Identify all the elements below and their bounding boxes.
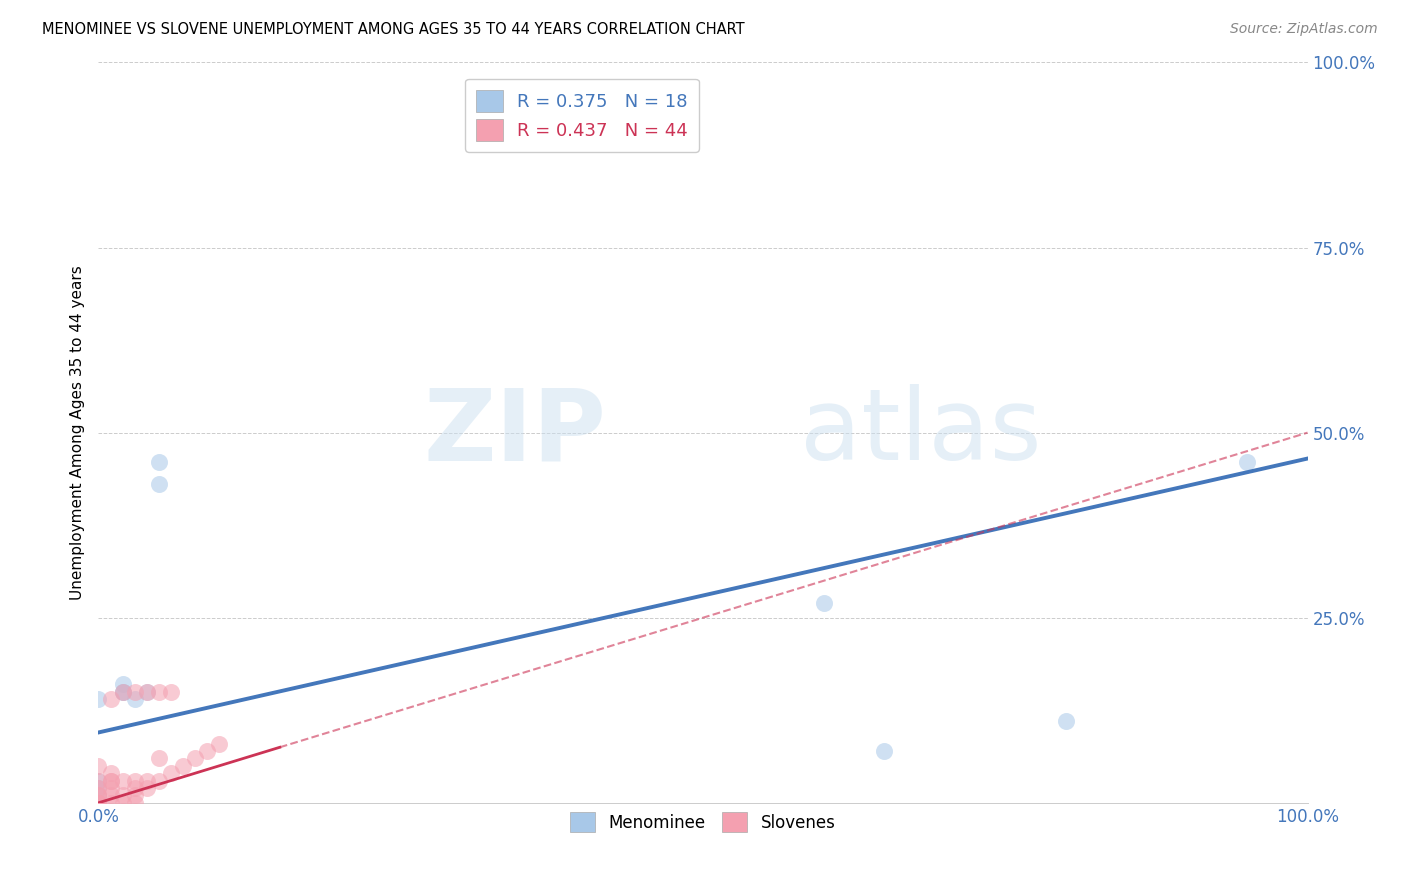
Point — [208, 737, 231, 751]
Point — [100, 692, 122, 706]
Point — [87, 796, 110, 810]
Point — [87, 796, 110, 810]
Point — [148, 477, 170, 491]
Point — [87, 789, 110, 803]
Point — [111, 685, 134, 699]
Legend: Menominee, Slovenes: Menominee, Slovenes — [564, 805, 842, 838]
Point — [87, 796, 110, 810]
Point — [124, 780, 146, 795]
Point — [184, 751, 207, 765]
Point — [135, 685, 157, 699]
Point — [87, 692, 110, 706]
Point — [87, 796, 110, 810]
Point — [135, 773, 157, 788]
Point — [160, 685, 183, 699]
Point — [124, 796, 146, 810]
Point — [87, 796, 110, 810]
Point — [111, 773, 134, 788]
Point — [100, 773, 122, 788]
Y-axis label: Unemployment Among Ages 35 to 44 years: Unemployment Among Ages 35 to 44 years — [69, 265, 84, 600]
Point — [148, 773, 170, 788]
Point — [124, 789, 146, 803]
Point — [111, 789, 134, 803]
Point — [87, 796, 110, 810]
Text: MENOMINEE VS SLOVENE UNEMPLOYMENT AMONG AGES 35 TO 44 YEARS CORRELATION CHART: MENOMINEE VS SLOVENE UNEMPLOYMENT AMONG … — [42, 22, 745, 37]
Point — [87, 758, 110, 772]
Point — [87, 796, 110, 810]
Point — [87, 796, 110, 810]
Text: ZIP: ZIP — [423, 384, 606, 481]
Point — [87, 789, 110, 803]
Point — [135, 685, 157, 699]
Point — [124, 685, 146, 699]
Point — [195, 744, 218, 758]
Point — [87, 796, 110, 810]
Point — [87, 780, 110, 795]
Point — [148, 455, 170, 469]
Point — [100, 766, 122, 780]
Point — [172, 758, 194, 772]
Point — [813, 596, 835, 610]
Text: atlas: atlas — [800, 384, 1042, 481]
Point — [100, 796, 122, 810]
Point — [124, 692, 146, 706]
Point — [87, 780, 110, 795]
Point — [873, 744, 896, 758]
Point — [87, 796, 110, 810]
Point — [87, 796, 110, 810]
Point — [87, 796, 110, 810]
Point — [111, 677, 134, 691]
Point — [87, 773, 110, 788]
Point — [135, 780, 157, 795]
Point — [160, 766, 183, 780]
Point — [1236, 455, 1258, 469]
Point — [111, 685, 134, 699]
Point — [124, 773, 146, 788]
Point — [87, 773, 110, 788]
Point — [87, 796, 110, 810]
Point — [100, 780, 122, 795]
Point — [148, 685, 170, 699]
Point — [111, 685, 134, 699]
Point — [1054, 714, 1077, 729]
Point — [111, 796, 134, 810]
Point — [100, 789, 122, 803]
Point — [87, 796, 110, 810]
Point — [148, 751, 170, 765]
Point — [100, 773, 122, 788]
Text: Source: ZipAtlas.com: Source: ZipAtlas.com — [1230, 22, 1378, 37]
Point — [87, 789, 110, 803]
